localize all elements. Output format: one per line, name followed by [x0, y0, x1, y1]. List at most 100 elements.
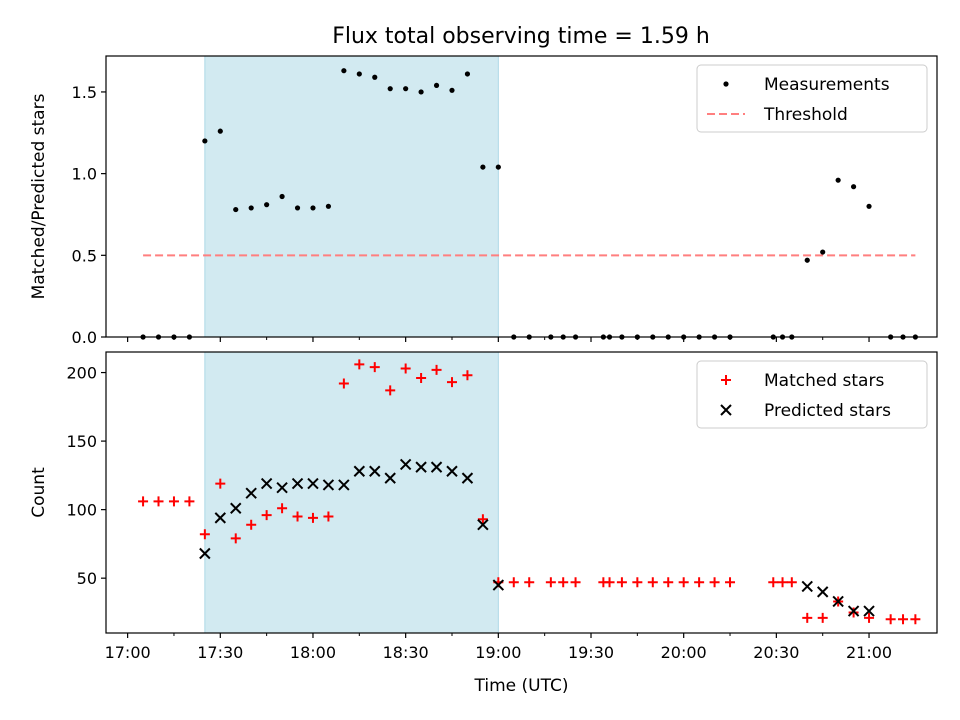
data-point: [264, 202, 270, 208]
data-point: [433, 82, 440, 89]
data-point: [403, 86, 409, 92]
data-point: [310, 205, 316, 211]
data-point: [804, 257, 810, 263]
data-point: [832, 595, 844, 608]
data-point: [325, 203, 332, 209]
data-point: [307, 477, 319, 490]
x-tick-label: 17:00: [105, 643, 151, 662]
data-point: [835, 177, 841, 183]
data-point: [461, 472, 474, 484]
data-point: [294, 205, 301, 211]
data-point: [777, 577, 788, 588]
legend-label: Measurements: [764, 75, 890, 95]
x-tick-label: 17:30: [197, 643, 243, 662]
data-point: [431, 364, 442, 375]
legend-label: Matched stars: [764, 371, 884, 391]
data-point: [464, 71, 471, 77]
data-point: [524, 577, 535, 588]
data-point: [418, 89, 424, 95]
data-point: [261, 510, 272, 521]
data-point: [168, 496, 179, 507]
data-point: [291, 477, 304, 490]
legend-marker: [721, 375, 731, 385]
data-point: [279, 193, 285, 200]
data-point: [678, 577, 689, 588]
data-point: [768, 577, 779, 588]
data-point: [545, 577, 556, 588]
data-point: [354, 359, 365, 370]
series-matched-stars: [138, 359, 921, 625]
data-point: [217, 128, 223, 134]
data-point: [885, 614, 896, 625]
data-point: [866, 203, 872, 209]
data-point: [495, 164, 501, 170]
data-point: [199, 547, 211, 560]
data-point: [276, 481, 288, 494]
data-point: [492, 579, 505, 591]
data-point: [153, 496, 164, 507]
x-tick-label: 18:00: [290, 643, 336, 662]
x-tick-label: 21:00: [846, 643, 892, 662]
data-point: [694, 577, 705, 588]
data-point: [480, 164, 486, 170]
data-point: [369, 465, 381, 477]
data-point: [202, 138, 208, 144]
data-point: [910, 614, 921, 625]
data-point: [230, 533, 241, 544]
data-point: [647, 577, 658, 588]
data-point: [292, 511, 303, 522]
data-point: [898, 614, 909, 625]
data-point: [248, 205, 254, 211]
data-point: [199, 529, 210, 540]
data-point: [802, 612, 813, 623]
y-tick-label: 200: [66, 364, 97, 383]
x-axis-label: Time (UTC): [474, 676, 569, 696]
chart-title: Flux total observing time = 1.59 h: [332, 24, 710, 49]
data-point: [415, 461, 427, 473]
y-tick-label: 100: [66, 501, 97, 520]
data-point: [387, 86, 393, 92]
data-point: [558, 577, 569, 588]
data-point: [864, 612, 875, 623]
data-point: [369, 362, 380, 373]
data-point: [399, 458, 412, 471]
data-point: [446, 377, 457, 388]
data-point: [604, 577, 615, 588]
data-point: [430, 461, 443, 473]
data-point: [384, 472, 396, 484]
legend-marker: [720, 404, 732, 416]
data-point: [246, 519, 257, 530]
data-point: [863, 605, 875, 617]
data-point: [184, 496, 195, 507]
data-point: [260, 477, 273, 490]
data-point: [307, 512, 318, 523]
axes-frame: [105, 55, 938, 338]
data-point: [233, 206, 239, 213]
data-point: [322, 479, 335, 491]
data-point: [323, 511, 334, 522]
legend-box: [696, 64, 928, 133]
data-point: [816, 586, 829, 598]
data-point: [372, 74, 378, 80]
x-tick-label: 19:00: [475, 643, 521, 662]
data-point: [850, 184, 857, 190]
data-point: [663, 577, 674, 588]
data-point: [446, 465, 458, 477]
shaded-observing-span: [204, 351, 499, 634]
data-point: [338, 378, 349, 389]
data-point: [353, 465, 366, 477]
data-point: [338, 479, 350, 491]
y-tick-label: 50: [77, 569, 97, 588]
data-point: [341, 68, 347, 74]
data-point: [801, 580, 813, 593]
legend-label: Threshold: [763, 105, 848, 125]
data-point: [786, 577, 797, 588]
y-tick-label: 1.5: [72, 83, 97, 102]
data-point: [817, 612, 828, 623]
data-point: [820, 249, 826, 255]
data-point: [508, 577, 519, 588]
legend-label: Predicted stars: [764, 401, 891, 421]
data-point: [449, 87, 455, 93]
data-point: [400, 363, 411, 374]
